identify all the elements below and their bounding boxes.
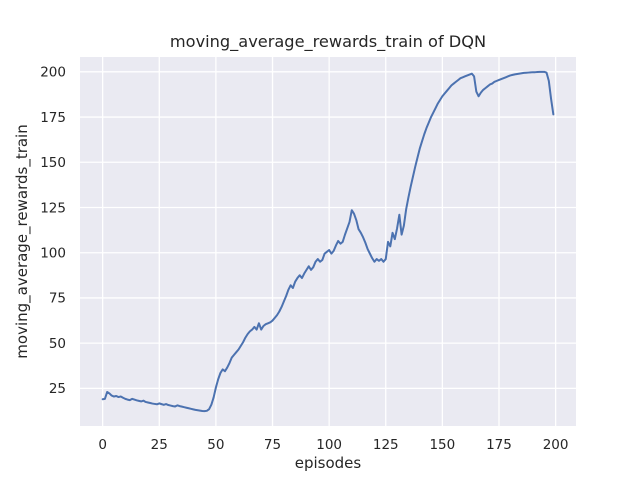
data-line	[101, 70, 555, 413]
y-axis-label: moving_average_rewards_train	[13, 124, 32, 358]
x-tick-label: 100	[316, 437, 342, 453]
y-tick-label: 150	[40, 155, 66, 171]
x-tick-labels: 0 25 50 75 100 125 150 175 200	[98, 437, 568, 453]
x-tick-label: 50	[207, 437, 224, 453]
y-tick-label: 75	[49, 291, 66, 307]
x-tick-label: 175	[486, 437, 512, 453]
y-tick-label: 175	[40, 110, 66, 126]
x-tick-label: 125	[373, 437, 399, 453]
x-tick-label: 25	[151, 437, 168, 453]
y-tick-label: 25	[49, 381, 66, 397]
chart-title: moving_average_rewards_train of DQN	[170, 32, 486, 52]
x-tick-label: 75	[264, 437, 281, 453]
x-tick-label: 200	[543, 437, 569, 453]
y-tick-label: 100	[40, 246, 66, 262]
plot-background	[80, 57, 576, 426]
y-tick-label: 50	[49, 336, 66, 352]
x-tick-label: 150	[429, 437, 455, 453]
y-tick-label: 200	[40, 65, 66, 81]
y-tick-label: 125	[40, 200, 66, 216]
x-tick-label: 0	[98, 437, 107, 453]
gridlines	[80, 57, 576, 426]
x-axis-label: episodes	[295, 454, 362, 472]
y-tick-labels: 25 50 75 100 125 150 175 200	[40, 65, 66, 398]
